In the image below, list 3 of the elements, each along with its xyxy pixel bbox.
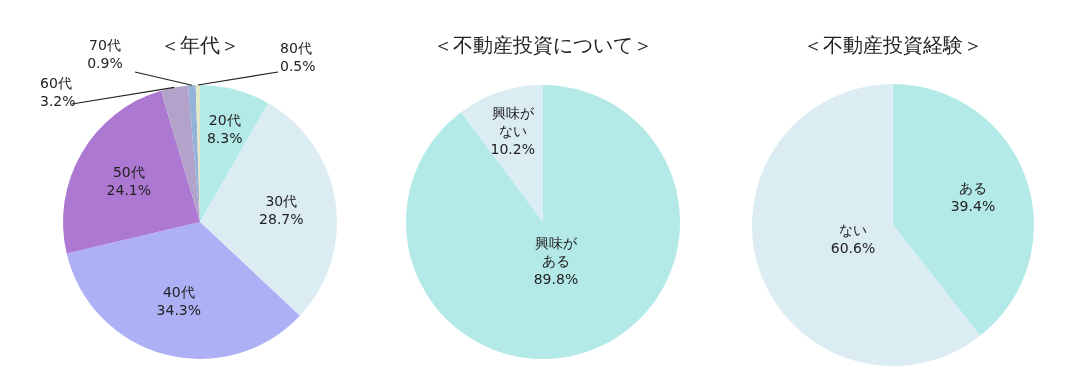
title: ＜年代＞ (160, 33, 240, 57)
title: ＜不動産投資について＞ (433, 33, 653, 57)
title: ＜不動産投資経験＞ (803, 33, 983, 57)
